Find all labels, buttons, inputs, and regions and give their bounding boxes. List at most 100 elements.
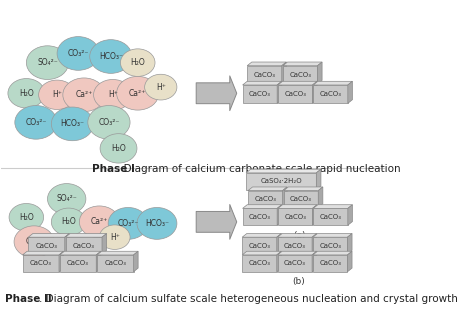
Polygon shape (348, 205, 353, 225)
Text: Ca²⁺: Ca²⁺ (75, 90, 92, 99)
Text: CaCO₃: CaCO₃ (255, 196, 276, 202)
Circle shape (63, 78, 105, 112)
Text: CaCO₃: CaCO₃ (319, 260, 341, 266)
Text: CaCO₃: CaCO₃ (319, 91, 341, 97)
Polygon shape (59, 251, 64, 272)
Polygon shape (313, 205, 353, 208)
Text: HCO₃⁻: HCO₃⁻ (61, 119, 84, 128)
Text: CaCO₃: CaCO₃ (254, 72, 275, 78)
Bar (278, 85, 312, 104)
Text: CaCO₃: CaCO₃ (284, 214, 306, 220)
Text: CaCO₃: CaCO₃ (249, 91, 271, 97)
Text: H₂O: H₂O (19, 89, 34, 98)
Circle shape (8, 78, 45, 108)
Text: CO₃²⁻: CO₃²⁻ (67, 49, 89, 58)
Text: CaCO₃: CaCO₃ (319, 243, 341, 249)
Circle shape (100, 134, 137, 163)
Text: CaCO₃: CaCO₃ (284, 91, 306, 97)
Text: . Diagram of calcium carbonate scale rapid nucleation: . Diagram of calcium carbonate scale rap… (117, 164, 400, 174)
Circle shape (145, 74, 177, 100)
Text: (a): (a) (293, 231, 305, 240)
Text: CaCO₃: CaCO₃ (30, 260, 52, 266)
Text: CaCO₃: CaCO₃ (249, 214, 271, 220)
Circle shape (47, 184, 86, 214)
Polygon shape (283, 187, 287, 207)
Polygon shape (283, 62, 322, 66)
Bar (313, 255, 347, 272)
Text: H₂O: H₂O (130, 58, 145, 67)
Polygon shape (60, 251, 101, 255)
Polygon shape (96, 251, 101, 272)
Polygon shape (65, 234, 107, 237)
Text: CaCO₃: CaCO₃ (248, 260, 271, 266)
Polygon shape (277, 234, 282, 254)
Polygon shape (348, 81, 353, 104)
Bar (278, 255, 312, 272)
Polygon shape (312, 81, 317, 104)
Bar (278, 208, 312, 225)
Text: CO₃²⁻: CO₃²⁻ (98, 118, 119, 127)
Text: Phase II: Phase II (5, 294, 52, 304)
Polygon shape (278, 251, 317, 255)
Text: CO₃²⁻: CO₃²⁻ (25, 118, 46, 127)
Bar (313, 85, 348, 104)
Text: CaCO₃: CaCO₃ (319, 214, 341, 220)
Text: Ca²⁺: Ca²⁺ (91, 217, 108, 226)
Bar (242, 255, 277, 272)
Polygon shape (277, 81, 282, 104)
Text: H⁺: H⁺ (110, 233, 119, 242)
Text: CaCO₃: CaCO₃ (36, 243, 57, 249)
Text: HCO₃⁻: HCO₃⁻ (99, 52, 123, 61)
Text: CaCO₃: CaCO₃ (104, 260, 126, 266)
Polygon shape (312, 205, 317, 225)
Text: Ca²⁺: Ca²⁺ (26, 237, 43, 246)
Circle shape (39, 80, 75, 109)
Polygon shape (97, 251, 138, 255)
Text: CaCO₃: CaCO₃ (248, 243, 271, 249)
Text: . Diagram of calcium sulfate scale heterogeneous nucleation and crystal growth: . Diagram of calcium sulfate scale heter… (39, 294, 457, 304)
Text: Phase I: Phase I (91, 164, 135, 174)
Text: CaSO₄·2H₂O: CaSO₄·2H₂O (260, 178, 302, 184)
Polygon shape (283, 187, 323, 191)
Bar (243, 208, 277, 225)
Bar (246, 173, 316, 190)
Circle shape (117, 76, 159, 110)
Circle shape (108, 207, 148, 239)
Polygon shape (318, 62, 322, 84)
Bar (278, 237, 312, 254)
Bar (22, 255, 59, 272)
Text: H₂O: H₂O (111, 144, 126, 153)
Text: HCO₃⁻: HCO₃⁻ (145, 219, 169, 228)
Text: CaCO₃: CaCO₃ (284, 260, 306, 266)
Text: CaCO₃: CaCO₃ (290, 196, 312, 202)
Text: H₂O: H₂O (19, 213, 34, 222)
Bar (28, 237, 65, 254)
Polygon shape (278, 234, 317, 237)
Bar (248, 191, 283, 207)
Polygon shape (282, 62, 286, 84)
Polygon shape (248, 187, 287, 191)
Circle shape (51, 107, 93, 141)
Text: H⁺: H⁺ (156, 83, 166, 92)
Polygon shape (247, 62, 286, 66)
Text: CaCO₃: CaCO₃ (284, 243, 306, 249)
Polygon shape (318, 187, 323, 207)
Polygon shape (312, 234, 317, 254)
Polygon shape (22, 251, 64, 255)
Circle shape (14, 226, 54, 258)
Circle shape (137, 207, 177, 239)
Circle shape (9, 204, 44, 231)
Text: SO₄²⁻: SO₄²⁻ (56, 194, 77, 203)
Circle shape (15, 105, 57, 139)
Polygon shape (102, 234, 107, 254)
Circle shape (93, 79, 132, 110)
Bar (60, 255, 96, 272)
Polygon shape (28, 234, 69, 237)
Text: CaCO₃: CaCO₃ (73, 243, 95, 249)
Polygon shape (277, 251, 282, 272)
Circle shape (120, 49, 155, 76)
Text: H⁺: H⁺ (108, 90, 118, 99)
Circle shape (88, 105, 130, 139)
Bar (313, 237, 347, 254)
Polygon shape (316, 169, 321, 190)
